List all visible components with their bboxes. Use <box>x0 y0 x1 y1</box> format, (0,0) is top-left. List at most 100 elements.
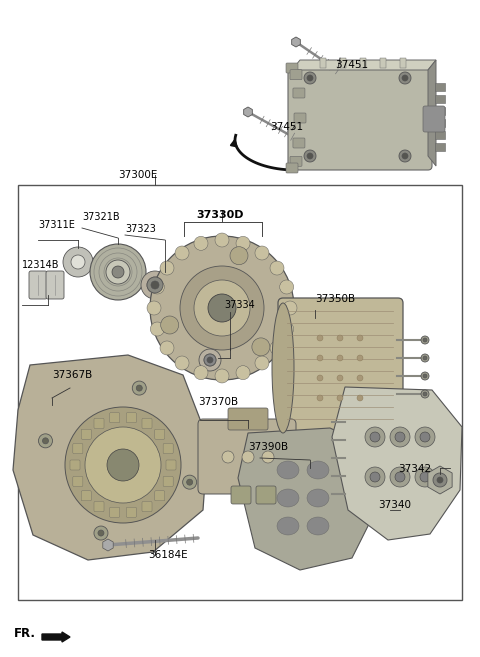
Text: FR.: FR. <box>14 627 36 640</box>
Circle shape <box>423 392 427 396</box>
Circle shape <box>307 75 313 81</box>
Circle shape <box>94 526 108 540</box>
Circle shape <box>423 356 427 360</box>
FancyBboxPatch shape <box>94 501 104 512</box>
FancyBboxPatch shape <box>109 413 120 422</box>
FancyBboxPatch shape <box>286 163 298 173</box>
Text: 37451: 37451 <box>270 122 303 132</box>
Bar <box>435 143 445 151</box>
Circle shape <box>204 354 216 366</box>
Circle shape <box>236 237 250 250</box>
Circle shape <box>180 266 264 350</box>
Ellipse shape <box>307 489 329 507</box>
FancyBboxPatch shape <box>423 106 445 132</box>
FancyBboxPatch shape <box>290 156 302 166</box>
FancyBboxPatch shape <box>228 408 268 430</box>
FancyBboxPatch shape <box>126 413 136 422</box>
FancyBboxPatch shape <box>29 271 47 299</box>
Circle shape <box>85 427 161 503</box>
Circle shape <box>337 395 343 401</box>
Circle shape <box>252 338 270 356</box>
Circle shape <box>194 237 208 250</box>
Ellipse shape <box>307 517 329 535</box>
Ellipse shape <box>199 349 221 371</box>
Text: 37334: 37334 <box>224 300 255 310</box>
Bar <box>380 58 386 68</box>
Circle shape <box>423 374 427 378</box>
Circle shape <box>415 467 435 487</box>
Circle shape <box>415 427 435 447</box>
Circle shape <box>421 354 429 362</box>
Bar <box>435 95 445 103</box>
Circle shape <box>357 335 363 341</box>
FancyBboxPatch shape <box>163 443 173 453</box>
Circle shape <box>151 281 159 289</box>
FancyBboxPatch shape <box>198 419 296 494</box>
Circle shape <box>208 294 236 322</box>
Circle shape <box>106 260 130 284</box>
Circle shape <box>399 150 411 162</box>
Circle shape <box>304 150 316 162</box>
Ellipse shape <box>277 461 299 479</box>
Circle shape <box>399 72 411 84</box>
Bar <box>360 58 366 68</box>
Circle shape <box>136 385 142 391</box>
Circle shape <box>222 451 234 463</box>
Text: 37340: 37340 <box>378 500 411 510</box>
Polygon shape <box>428 60 436 166</box>
Polygon shape <box>292 60 436 70</box>
Circle shape <box>160 261 174 275</box>
Circle shape <box>423 338 427 342</box>
Circle shape <box>370 432 380 442</box>
Text: 37390B: 37390B <box>248 442 288 452</box>
Polygon shape <box>332 387 462 540</box>
Circle shape <box>420 472 430 482</box>
Circle shape <box>147 277 163 293</box>
FancyBboxPatch shape <box>166 460 176 470</box>
Circle shape <box>337 355 343 361</box>
Circle shape <box>280 280 294 294</box>
Ellipse shape <box>147 277 163 293</box>
Circle shape <box>132 381 146 395</box>
Circle shape <box>194 280 250 336</box>
Circle shape <box>175 246 189 260</box>
Polygon shape <box>13 355 208 560</box>
Text: 37300E: 37300E <box>118 170 157 180</box>
FancyArrow shape <box>42 632 70 642</box>
Text: 12314B: 12314B <box>22 260 60 270</box>
Circle shape <box>395 432 405 442</box>
Circle shape <box>262 451 274 463</box>
Circle shape <box>357 375 363 381</box>
Circle shape <box>317 355 323 361</box>
Bar <box>435 107 445 115</box>
Circle shape <box>175 356 189 370</box>
FancyBboxPatch shape <box>278 298 403 438</box>
FancyBboxPatch shape <box>256 486 276 504</box>
Circle shape <box>433 473 447 487</box>
Circle shape <box>421 336 429 344</box>
Circle shape <box>65 407 181 523</box>
Circle shape <box>270 261 284 275</box>
Text: 37342: 37342 <box>398 464 431 474</box>
Text: 37451: 37451 <box>335 60 368 70</box>
FancyBboxPatch shape <box>293 138 305 148</box>
FancyBboxPatch shape <box>94 419 104 428</box>
Text: 37330D: 37330D <box>196 210 243 220</box>
Circle shape <box>365 427 385 447</box>
Text: 37370B: 37370B <box>198 397 238 407</box>
Circle shape <box>207 357 213 363</box>
Circle shape <box>160 341 174 355</box>
Ellipse shape <box>277 489 299 507</box>
Bar <box>435 83 445 91</box>
Bar <box>320 58 326 68</box>
FancyBboxPatch shape <box>155 429 165 439</box>
Circle shape <box>280 322 294 336</box>
Circle shape <box>71 255 85 269</box>
Circle shape <box>390 427 410 447</box>
Bar <box>435 131 445 139</box>
Circle shape <box>183 475 197 489</box>
FancyBboxPatch shape <box>294 113 306 123</box>
FancyBboxPatch shape <box>293 88 305 98</box>
Circle shape <box>63 247 93 277</box>
FancyBboxPatch shape <box>81 491 91 501</box>
